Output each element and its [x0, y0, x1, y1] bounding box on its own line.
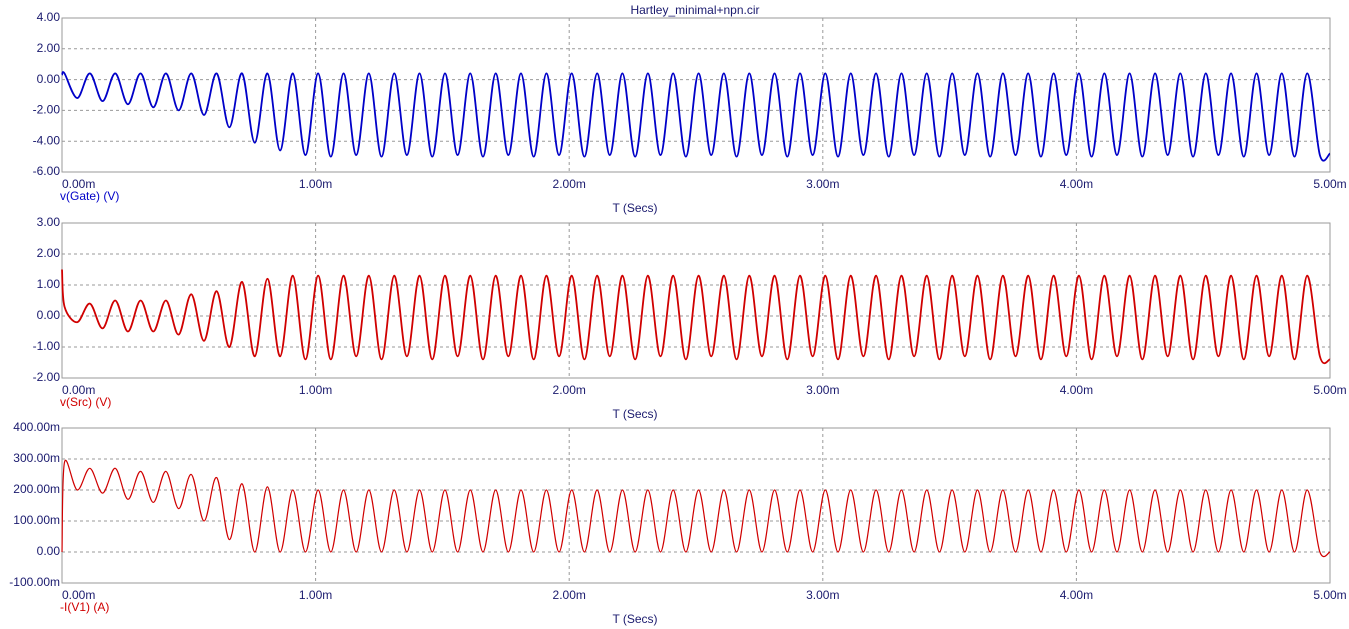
plot-frame [61, 17, 1331, 173]
x-tick-label: 0.00m [62, 177, 95, 191]
y-tick-label: 400.00m [13, 420, 60, 434]
y-tick-label: -4.00 [33, 133, 61, 147]
x-tick-label: 0.00m [62, 383, 95, 397]
chart-title: Hartley_minimal+npn.cir [630, 3, 759, 17]
y-tick-label: 100.00m [13, 513, 60, 527]
x-tick-label: 1.00m [299, 383, 332, 397]
x-tick-label: 3.00m [806, 588, 839, 602]
y-tick-label: -6.00 [33, 164, 61, 178]
y-tick-label: 2.00 [37, 246, 61, 260]
x-tick-label: 2.00m [553, 383, 586, 397]
x-tick-label: 4.00m [1060, 177, 1093, 191]
y-tick-label: 200.00m [13, 482, 60, 496]
y-tick-label: -2.00 [33, 370, 61, 384]
x-tick-label: 5.00m [1313, 383, 1346, 397]
y-tick-label: 0.00 [37, 72, 61, 86]
trace [61, 459, 1331, 558]
y-tick-label: -100.00m [9, 575, 60, 589]
x-tick-label: 3.00m [806, 177, 839, 191]
plot-frame [61, 222, 1331, 379]
trace [61, 269, 1331, 365]
y-tick-label: 2.00 [37, 41, 61, 55]
plot-frame [61, 427, 1331, 584]
legend-entry: v(Gate) (V) [60, 189, 119, 203]
x-tick-label: 4.00m [1060, 588, 1093, 602]
x-tick-label: 3.00m [806, 383, 839, 397]
y-tick-label: 0.00 [37, 544, 61, 558]
legend-entry: v(Src) (V) [60, 395, 111, 409]
x-axis-label: T (Secs) [612, 201, 657, 215]
y-tick-label: 0.00 [37, 308, 61, 322]
y-tick-label: -2.00 [33, 103, 61, 117]
x-tick-label: 1.00m [299, 177, 332, 191]
y-tick-label: 1.00 [37, 277, 61, 291]
x-tick-label: 5.00m [1313, 588, 1346, 602]
trace [61, 71, 1331, 162]
x-tick-label: 2.00m [553, 177, 586, 191]
y-tick-label: 4.00 [37, 10, 61, 24]
x-axis-label: T (Secs) [612, 612, 657, 626]
x-tick-label: 1.00m [299, 588, 332, 602]
x-tick-label: 5.00m [1313, 177, 1346, 191]
x-tick-label: 0.00m [62, 588, 95, 602]
x-tick-label: 2.00m [553, 588, 586, 602]
y-tick-label: -1.00 [33, 339, 61, 353]
legend-entry: -I(V1) (A) [60, 600, 109, 614]
y-tick-label: 300.00m [13, 451, 60, 465]
x-tick-label: 4.00m [1060, 383, 1093, 397]
y-tick-label: 3.00 [37, 215, 61, 229]
x-axis-label: T (Secs) [612, 407, 657, 421]
